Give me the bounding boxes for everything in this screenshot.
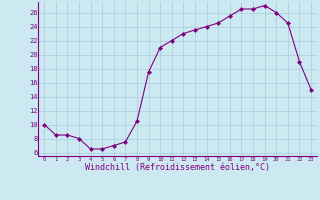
X-axis label: Windchill (Refroidissement éolien,°C): Windchill (Refroidissement éolien,°C) — [85, 163, 270, 172]
